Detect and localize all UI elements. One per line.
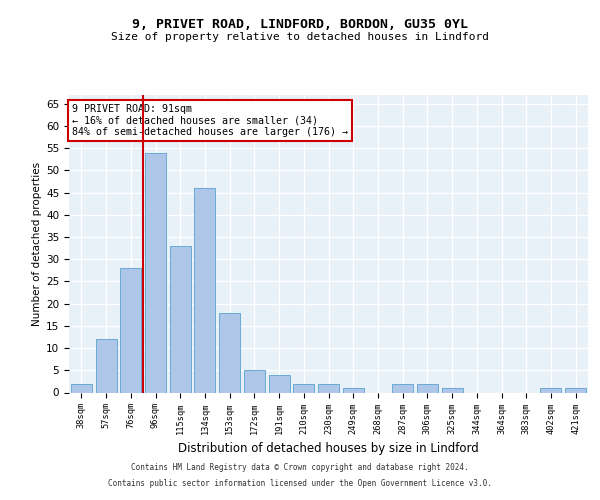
- Text: Contains public sector information licensed under the Open Government Licence v3: Contains public sector information licen…: [108, 478, 492, 488]
- Bar: [194, 188, 215, 392]
- Text: 9 PRIVET ROAD: 91sqm
← 16% of detached houses are smaller (34)
84% of semi-detac: 9 PRIVET ROAD: 91sqm ← 16% of detached h…: [71, 104, 347, 137]
- Bar: [145, 152, 166, 392]
- Bar: [565, 388, 586, 392]
- X-axis label: Distribution of detached houses by size in Lindford: Distribution of detached houses by size …: [178, 442, 479, 455]
- Text: 9, PRIVET ROAD, LINDFORD, BORDON, GU35 0YL: 9, PRIVET ROAD, LINDFORD, BORDON, GU35 0…: [132, 18, 468, 30]
- Text: Contains HM Land Registry data © Crown copyright and database right 2024.: Contains HM Land Registry data © Crown c…: [131, 464, 469, 472]
- Bar: [293, 384, 314, 392]
- Bar: [392, 384, 413, 392]
- Bar: [442, 388, 463, 392]
- Bar: [269, 374, 290, 392]
- Bar: [170, 246, 191, 392]
- Bar: [120, 268, 141, 392]
- Bar: [244, 370, 265, 392]
- Bar: [318, 384, 339, 392]
- Bar: [343, 388, 364, 392]
- Bar: [95, 339, 116, 392]
- Bar: [541, 388, 562, 392]
- Bar: [71, 384, 92, 392]
- Bar: [417, 384, 438, 392]
- Y-axis label: Number of detached properties: Number of detached properties: [32, 162, 42, 326]
- Bar: [219, 312, 240, 392]
- Text: Size of property relative to detached houses in Lindford: Size of property relative to detached ho…: [111, 32, 489, 42]
